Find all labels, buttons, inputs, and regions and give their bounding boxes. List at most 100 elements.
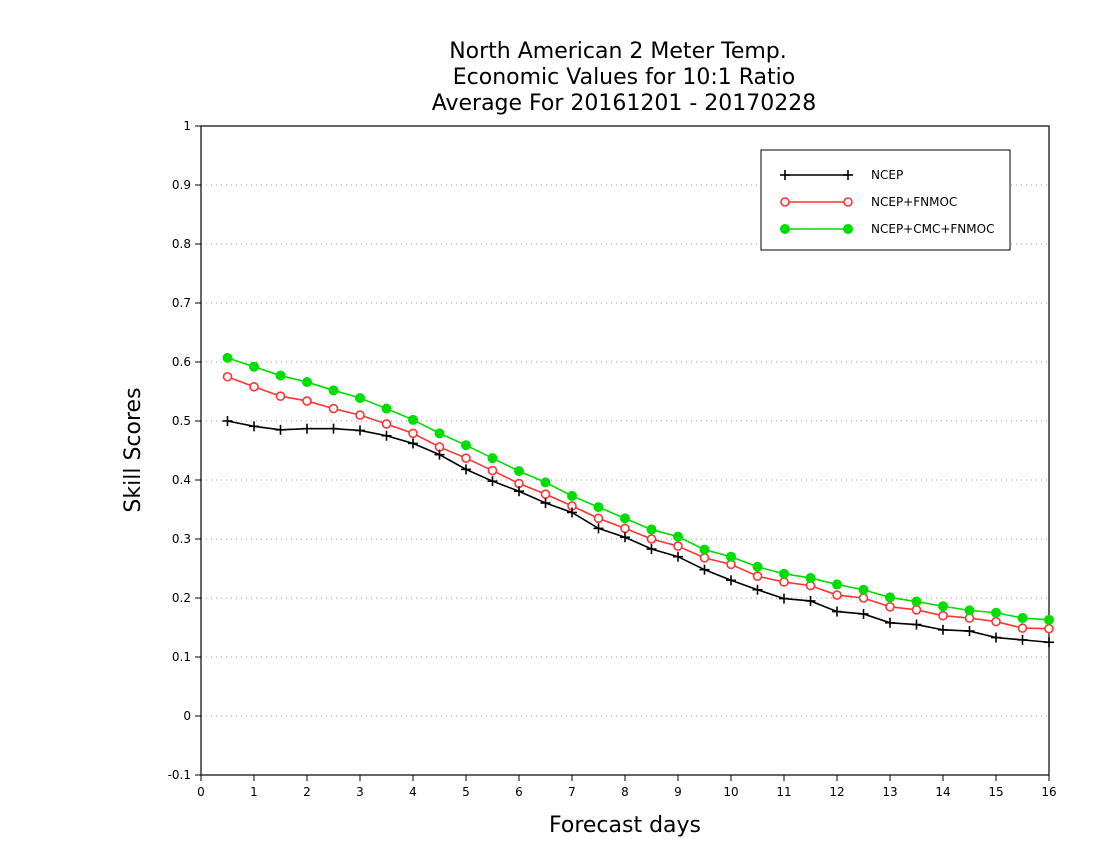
data-point (302, 396, 312, 406)
data-point (752, 571, 763, 581)
chart-title-line-1: North American 2 Meter Temp. (449, 39, 787, 64)
data-point (1017, 634, 1028, 645)
series-ncep-cmc-fnmoc (222, 352, 1054, 625)
data-point (249, 361, 259, 372)
data-point (540, 498, 551, 509)
legend-marker (780, 224, 790, 234)
y-tick-label: -0.1 (168, 768, 191, 782)
data-point (275, 424, 286, 435)
y-tick-label: 0.4 (172, 473, 191, 487)
legend-marker (843, 170, 853, 180)
data-point (646, 524, 657, 535)
data-point (938, 610, 948, 621)
data-point (408, 414, 418, 425)
x-tick-label: 7 (568, 785, 576, 799)
data-point (911, 604, 922, 615)
data-point (938, 601, 948, 612)
x-tick-label: 15 (988, 785, 1003, 799)
data-point (779, 568, 789, 579)
data-point (991, 607, 1001, 618)
data-point (487, 465, 498, 476)
data-point (832, 606, 842, 617)
data-point (487, 453, 498, 464)
x-tick-label: 11 (776, 785, 791, 799)
data-point (567, 490, 577, 501)
grid-lines (201, 184, 1049, 717)
data-point (699, 553, 710, 563)
legend-entry: NCEP+FNMOC (780, 195, 957, 209)
data-point (832, 579, 842, 590)
legend-marker (780, 197, 790, 207)
data-point (938, 624, 948, 635)
data-point (381, 419, 392, 429)
data-point (699, 564, 710, 575)
data-point (620, 523, 630, 534)
data-point (858, 593, 869, 603)
series-ncep-fnmoc (222, 371, 1054, 634)
x-tick-label: 3 (356, 785, 364, 799)
data-point (487, 476, 498, 487)
x-tick-label: 12 (829, 785, 844, 799)
series-line (227, 357, 1050, 621)
data-point (964, 605, 975, 616)
data-point (832, 590, 842, 600)
data-point (593, 513, 604, 524)
axis-ticks: -0.100.10.20.30.40.50.60.70.80.910 1 2 3 4 5 6… (168, 119, 1057, 799)
data-point (434, 449, 445, 460)
x-tick-label: 13 (882, 785, 897, 799)
data-point (1017, 613, 1028, 624)
data-point (408, 428, 418, 439)
x-axis-label: Forecast days (549, 813, 701, 838)
data-point (858, 608, 869, 619)
data-point (620, 532, 630, 543)
data-point (540, 489, 551, 499)
y-tick-label: 0.9 (172, 178, 191, 192)
data-point (1017, 623, 1028, 633)
data-point (620, 513, 630, 524)
data-point (991, 616, 1001, 627)
data-point (699, 544, 710, 555)
series-line (227, 376, 1050, 630)
data-point (249, 421, 259, 432)
data-point (726, 575, 736, 586)
data-point (540, 477, 551, 488)
y-tick-label: 0.6 (172, 355, 191, 369)
y-axis-label: Skill Scores (121, 387, 146, 512)
data-point (885, 617, 895, 628)
data-point (328, 403, 339, 414)
data-point (381, 403, 392, 414)
x-tick-label: 14 (935, 785, 950, 799)
legend: NCEP NCEP+FNMOC NCEP+CMC+FNMOC (760, 149, 1011, 251)
x-tick-label: 0 (197, 785, 205, 799)
data-point (408, 438, 418, 449)
chart-title-line-2: Economic Values for 10:1 Ratio (453, 65, 795, 90)
data-point (964, 626, 975, 637)
legend-label: NCEP (871, 168, 903, 182)
data-point (752, 561, 763, 572)
data-point (593, 523, 604, 534)
data-point (302, 377, 312, 388)
data-point (1044, 614, 1054, 625)
data-point (885, 592, 895, 603)
data-point (461, 464, 471, 475)
data-point (461, 453, 471, 463)
data-point (779, 577, 789, 587)
data-point (461, 440, 471, 451)
data-point (726, 551, 736, 562)
data-point (302, 423, 312, 434)
legend-box (760, 149, 1011, 251)
data-point (593, 502, 604, 513)
data-point (381, 430, 392, 441)
data-point (514, 466, 524, 477)
data-point (567, 507, 577, 518)
data-point (328, 385, 339, 396)
x-tick-label: 6 (515, 785, 523, 799)
data-point (885, 602, 895, 612)
data-point (514, 486, 524, 497)
y-tick-label: 0.1 (172, 650, 191, 664)
data-point (646, 544, 657, 555)
y-tick-label: 0.3 (172, 532, 191, 546)
data-point (222, 416, 233, 426)
data-point (752, 584, 763, 595)
